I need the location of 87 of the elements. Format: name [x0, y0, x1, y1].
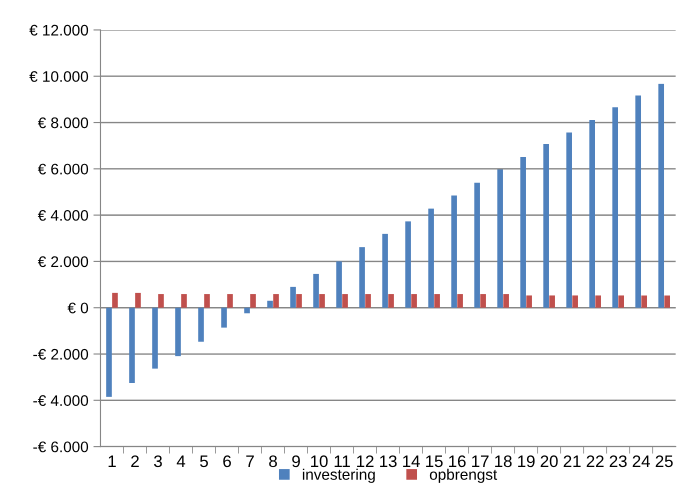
bar — [411, 294, 417, 308]
bar — [198, 308, 204, 342]
bar — [520, 157, 526, 308]
x-tick-label: 8 — [269, 455, 277, 468]
bar — [175, 308, 181, 356]
bar — [664, 295, 670, 308]
x-tick-label: 15 — [426, 456, 443, 468]
bar — [227, 294, 233, 308]
x-tick-label: 24 — [632, 455, 650, 468]
bar — [365, 294, 371, 308]
bar — [319, 294, 325, 308]
bar — [112, 292, 118, 308]
bar — [221, 308, 227, 328]
bar — [457, 294, 463, 308]
bar — [526, 295, 532, 308]
y-tick-label: € 12.000 — [29, 24, 88, 36]
x-tick-label: 13 — [380, 455, 397, 468]
x-tick-label: 20 — [540, 455, 558, 468]
x-tick-label: 9 — [292, 455, 300, 468]
x-tick-label: 2 — [131, 455, 139, 468]
y-tick-label: € 6.000 — [38, 164, 88, 175]
bar — [296, 294, 302, 308]
bar — [359, 247, 365, 308]
bar — [641, 295, 647, 308]
bar — [129, 308, 135, 383]
bar — [572, 295, 578, 308]
bar — [434, 294, 440, 308]
bar — [336, 261, 342, 308]
bar — [480, 294, 486, 308]
x-tick-label: 7 — [246, 456, 254, 468]
bar — [451, 195, 457, 308]
x-tick-label: 11 — [334, 456, 350, 468]
bar — [267, 300, 273, 308]
bar — [158, 294, 164, 308]
bar — [595, 295, 601, 308]
bar — [244, 308, 250, 314]
bar — [618, 295, 624, 308]
bar — [428, 208, 434, 308]
y-tick-label: -€ 6.000 — [33, 441, 88, 452]
x-tick-label: 17 — [472, 456, 489, 468]
bar — [589, 120, 595, 308]
x-tick-label: 21 — [564, 455, 581, 468]
bar — [135, 292, 141, 308]
bar — [549, 295, 555, 308]
x-tick-label: 16 — [449, 455, 466, 468]
bar — [503, 294, 509, 308]
bar — [250, 294, 256, 308]
bar — [612, 107, 618, 308]
x-tick-label: 12 — [357, 455, 374, 468]
bar — [543, 144, 549, 308]
bar — [388, 294, 394, 308]
legend-label: opbrengst — [430, 468, 498, 483]
x-tick-label: 10 — [311, 455, 328, 468]
bar — [405, 221, 411, 308]
bar — [566, 132, 572, 308]
x-tick-label: 23 — [610, 455, 627, 468]
x-tick-label: 14 — [403, 456, 420, 468]
bar — [313, 274, 319, 308]
x-tick-label: 19 — [518, 455, 535, 468]
x-tick-label: 25 — [656, 455, 673, 468]
bar — [181, 294, 187, 308]
bar — [342, 294, 348, 308]
y-tick-label: € 8.000 — [38, 117, 88, 128]
x-tick-label: 6 — [223, 455, 231, 468]
x-tick-label: 1 — [108, 456, 116, 468]
bar — [635, 95, 642, 308]
x-tick-label: 22 — [586, 455, 604, 468]
legend-label: investering — [302, 468, 375, 483]
x-tick-label: 5 — [200, 456, 208, 468]
y-tick-label: € 0 — [68, 302, 88, 314]
y-tick-label: € 4.000 — [38, 210, 88, 221]
bar — [273, 294, 279, 308]
x-tick-label: 18 — [495, 455, 512, 468]
x-tick-label: 3 — [154, 455, 162, 468]
bar — [152, 308, 158, 369]
bar — [382, 234, 388, 308]
x-tick-label: 4 — [176, 456, 186, 468]
bar — [106, 308, 112, 397]
bar — [658, 84, 664, 308]
bar — [474, 182, 480, 308]
bar — [497, 170, 503, 308]
bar — [290, 286, 296, 308]
bar — [204, 294, 210, 308]
y-tick-label: -€ 2.000 — [33, 348, 88, 360]
y-tick-label: -€ 4.000 — [33, 395, 88, 406]
y-tick-label: € 2.000 — [38, 256, 88, 268]
y-tick-label: € 10.000 — [29, 71, 88, 82]
